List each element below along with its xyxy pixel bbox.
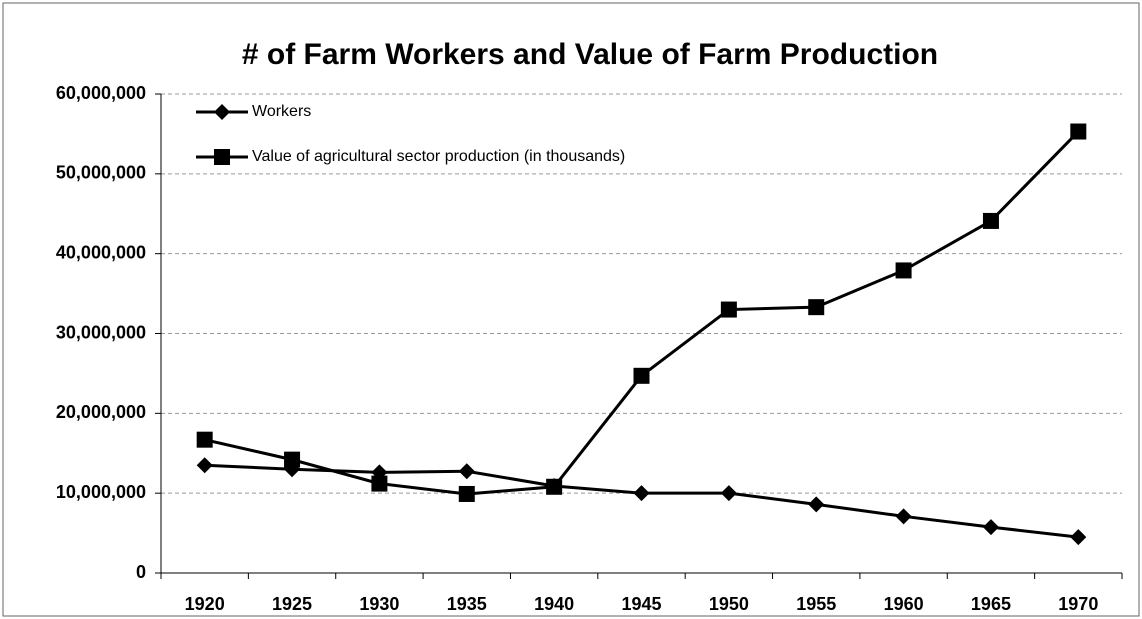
point-marker: [284, 451, 301, 468]
x-tick-label: 1920: [185, 594, 225, 614]
x-tick-label: 1925: [272, 594, 312, 614]
y-tick-label: 10,000,000: [56, 482, 146, 502]
x-tick-label: 1945: [621, 594, 661, 614]
point-marker: [546, 478, 563, 495]
point-marker: [720, 485, 737, 502]
chart-title: # of Farm Workers and Value of Farm Prod…: [242, 38, 938, 71]
legend-marker: [214, 104, 230, 120]
point-marker: [458, 485, 475, 502]
point-marker: [196, 457, 213, 474]
legend-label: Value of agricultural sector production …: [252, 148, 625, 165]
x-tick-label: 1970: [1058, 594, 1098, 614]
x-tick-label: 1935: [447, 594, 487, 614]
x-tick-label: 1960: [884, 594, 924, 614]
y-tick-label: 60,000,000: [56, 83, 146, 103]
point-marker: [982, 519, 999, 536]
point-marker: [895, 508, 912, 525]
point-marker: [1070, 123, 1087, 140]
x-tick-label: 1955: [796, 594, 836, 614]
point-marker: [1070, 529, 1087, 546]
y-tick-label: 20,000,000: [56, 402, 146, 422]
x-tick-label: 1965: [971, 594, 1011, 614]
y-tick-label: 30,000,000: [56, 322, 146, 342]
point-marker: [196, 431, 213, 448]
point-marker: [633, 367, 650, 384]
legend-marker: [214, 149, 230, 165]
y-tick-label: 40,000,000: [56, 242, 146, 262]
point-marker: [808, 496, 825, 513]
point-marker: [808, 299, 825, 316]
point-marker: [633, 485, 650, 502]
y-tick-label: 0: [136, 562, 146, 582]
point-marker: [458, 463, 475, 480]
x-tick-label: 1930: [359, 594, 399, 614]
x-tick-label: 1950: [709, 594, 749, 614]
x-tick-label: 1940: [534, 594, 574, 614]
point-marker: [720, 301, 737, 318]
point-marker: [982, 212, 999, 229]
legend-label: Workers: [252, 103, 311, 120]
point-marker: [895, 262, 912, 279]
point-marker: [371, 475, 388, 492]
y-tick-label: 50,000,000: [56, 163, 146, 183]
